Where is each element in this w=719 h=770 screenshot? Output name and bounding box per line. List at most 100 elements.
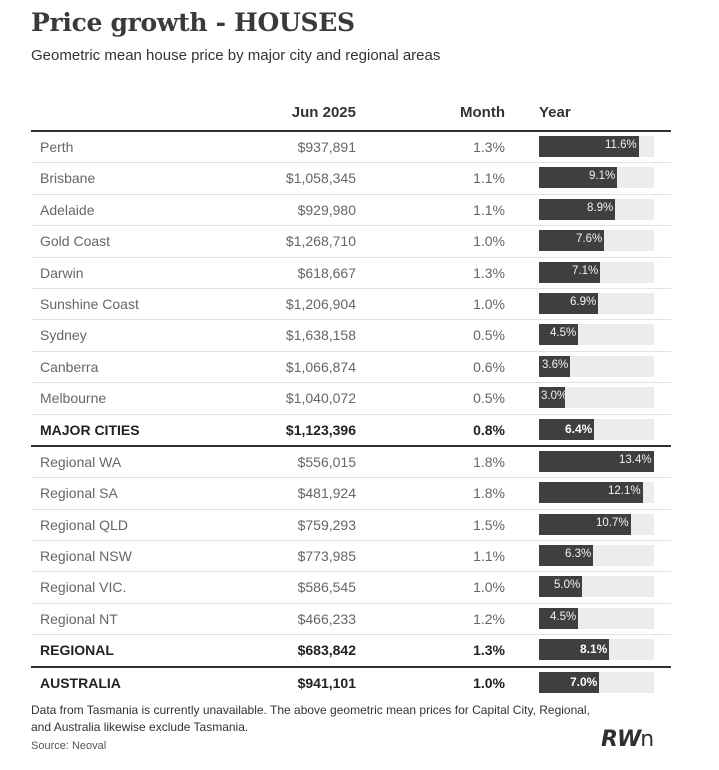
row-name: AUSTRALIA [40,674,121,691]
footnote: Data from Tasmania is currently unavaila… [31,703,590,734]
row-price: $1,040,072 [285,390,356,407]
year-data-label: 5.0% [554,579,581,592]
row-price: $1,058,345 [285,170,356,187]
year-bar [539,292,598,314]
row-month-change: 1.3% [473,642,505,659]
row-price: $683,842 [297,642,356,659]
year-data-label: 7.1% [572,264,599,277]
row-price: $481,924 [297,485,356,502]
year-bar [539,198,615,220]
year-bar [539,545,593,567]
row-name: Regional SA [40,485,118,502]
row-name: Regional NSW [40,548,132,565]
year-bar-track: 4.5% [539,607,654,629]
year-bar-track: 7.1% [539,261,654,283]
year-bar-track: 13.4% [539,450,654,472]
row-name: Sunshine Coast [40,295,139,312]
table-row: Gold Coast $1,268,710 1.0% 7.6% [31,226,671,258]
row-price: $941,101 [297,674,356,691]
table-row: Melbourne $1,040,072 0.5% 3.0% [31,383,671,415]
row-price: $1,066,874 [285,358,356,375]
year-data-label: 8.9% [587,201,614,214]
row-name: MAJOR CITIES [40,421,140,438]
row-month-change: 1.1% [473,548,505,565]
year-bar [539,639,609,661]
table-row: MAJOR CITIES $1,123,396 0.8% 6.4% [31,415,671,447]
year-data-label: 12.1% [608,485,641,498]
year-data-label: 3.0% [541,390,568,403]
row-month-change: 1.3% [473,264,505,281]
year-data-label: 6.4% [565,421,593,436]
row-name: Gold Coast [40,233,111,250]
row-price: $618,667 [297,264,356,281]
row-price: $773,985 [297,548,356,565]
row-price: $1,206,904 [285,295,356,312]
row-month-change: 1.3% [473,139,505,155]
row-price: $929,980 [297,201,356,218]
year-bar-track: 10.7% [539,513,654,535]
table-row: REGIONAL $683,842 1.3% 8.1% [31,635,671,668]
row-price: $586,545 [297,579,356,596]
row-month-change: 1.0% [473,674,505,691]
table-row: Sydney $1,638,158 0.5% 4.5% [31,320,671,352]
year-data-label: 9.1% [589,170,616,183]
row-price: $1,638,158 [285,327,356,344]
table-row: Brisbane $1,058,345 1.1% 9.1% [31,163,671,195]
year-bar [539,576,582,598]
year-data-label: 13.4% [619,453,652,466]
row-month-change: 1.2% [473,610,505,627]
row-month-change: 0.6% [473,358,505,375]
header-year: Year [539,104,571,121]
year-bar-track: 8.1% [539,639,654,661]
row-price: $1,123,396 [285,421,356,438]
row-month-change: 1.8% [473,453,505,470]
table-row: Perth $937,891 1.3% 11.6% [31,132,671,164]
table-row: Canberra $1,066,874 0.6% 3.6% [31,352,671,384]
year-bar [539,230,604,252]
year-bar-track: 4.5% [539,324,654,346]
table-row: Sunshine Coast $1,206,904 1.0% 6.9% [31,289,671,321]
year-data-label: 3.6% [542,358,569,371]
price-growth-table: Jun 2025 Month Year Perth $937,891 1.3% 11.… [31,98,671,698]
year-bar-track: 7.6% [539,230,654,252]
row-month-change: 1.8% [473,485,505,502]
year-bar-track: 5.0% [539,576,654,598]
year-bar-track: 7.0% [539,671,654,693]
table-row: Adelaide $929,980 1.1% 8.9% [31,195,671,227]
row-month-change: 1.5% [473,516,505,533]
year-bar [539,482,643,504]
row-name: Sydney [40,327,87,344]
row-price: $759,293 [297,516,356,533]
row-price: $556,015 [297,453,356,470]
year-data-label: 7.6% [576,233,603,246]
row-month-change: 0.5% [473,327,505,344]
year-bar [539,607,578,629]
year-data-label: 11.6% [605,139,637,151]
year-bar-track: 3.6% [539,355,654,377]
year-bar-track: 3.0% [539,387,654,409]
table-row: Regional NT $466,233 1.2% 4.5% [31,604,671,636]
year-bar [539,671,599,693]
chart-subtitle: Geometric mean house price by major city… [31,47,441,64]
year-data-label: 6.9% [570,295,597,308]
row-month-change: 1.0% [473,579,505,596]
year-bar [539,418,594,440]
row-name: Melbourne [40,390,107,407]
year-bar [539,355,570,377]
chart-title: Price growth - HOUSES [31,8,355,37]
year-bar [539,136,639,157]
row-name: REGIONAL [40,642,114,659]
table-body: Perth $937,891 1.3% 11.6% Brisbane $1,058,345… [31,132,671,698]
row-price: $937,891 [297,139,356,155]
row-month-change: 0.8% [473,421,505,438]
row-month-change: 0.5% [473,390,505,407]
row-name: Canberra [40,358,99,375]
table-row: Regional QLD $759,293 1.5% 10.7% [31,510,671,542]
table-row: Regional WA $556,015 1.8% 13.4% [31,447,671,479]
header-price: Jun 2025 [291,104,356,121]
row-name: Darwin [40,264,84,281]
row-name: Adelaide [40,201,95,218]
row-month-change: 1.1% [473,170,505,187]
row-name: Brisbane [40,170,96,187]
year-bar-track: 6.3% [539,545,654,567]
